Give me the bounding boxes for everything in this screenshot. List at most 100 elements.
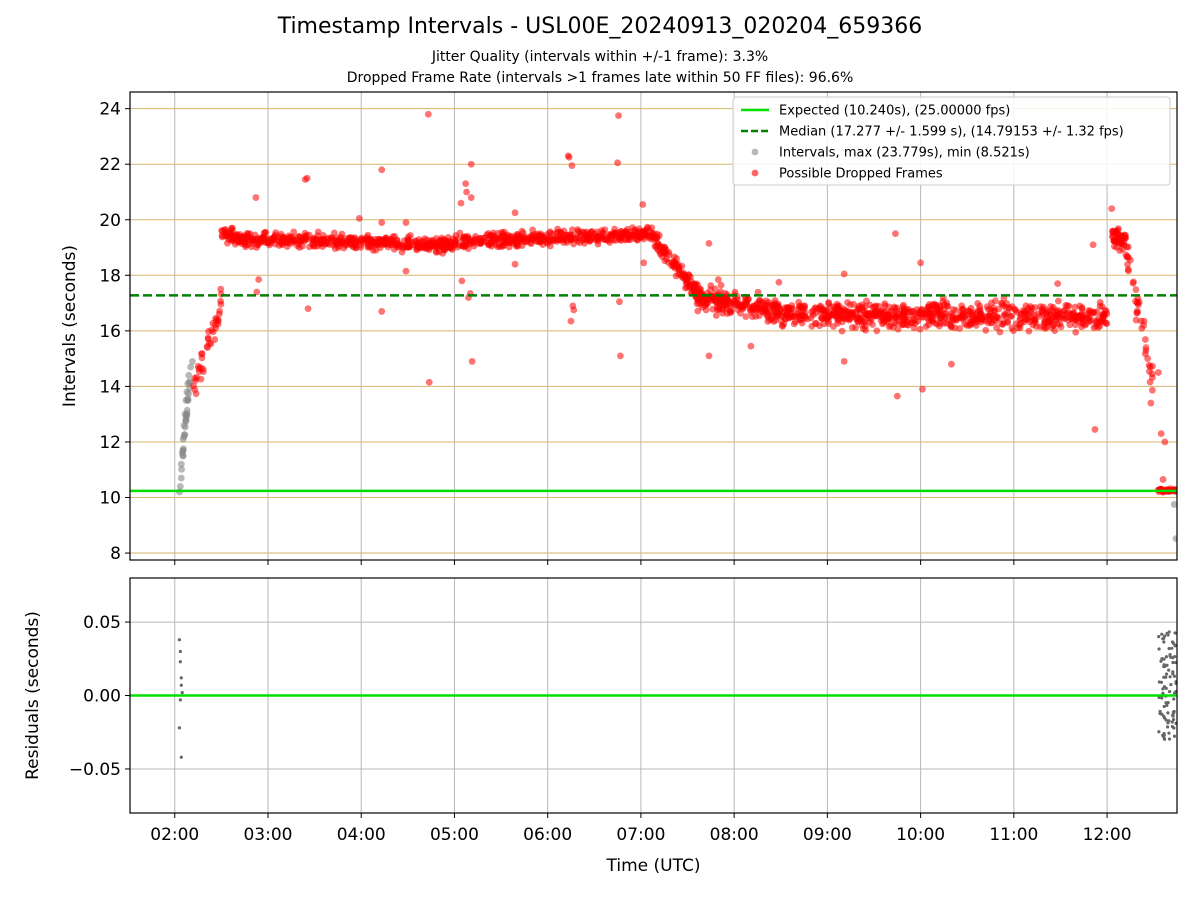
dropped-frame-point <box>782 315 790 323</box>
dropped-frame-point <box>862 322 869 330</box>
dropped-frame-point <box>840 305 847 313</box>
interval-point <box>177 474 185 482</box>
residual-point <box>1167 731 1171 735</box>
dropped-frame-point <box>310 234 318 242</box>
dropped-frame-point <box>1147 399 1155 407</box>
dropped-frame-point <box>640 259 648 267</box>
dropped-frame-point <box>583 228 590 236</box>
x-tick-label: 03:00 <box>243 825 292 845</box>
dropped-frame-point <box>795 316 803 324</box>
dropped-frame-point <box>712 312 720 319</box>
dropped-frame-point <box>1052 313 1060 320</box>
interval-point <box>1170 501 1177 508</box>
dropped-frame-point <box>873 327 881 335</box>
interval-point <box>185 390 193 398</box>
dropped-frame-point <box>218 227 226 234</box>
dropped-frame-point <box>1124 261 1131 268</box>
x-tick-label: 11:00 <box>989 825 1038 845</box>
residual-point <box>177 638 182 642</box>
dropped-frame-point <box>424 110 432 118</box>
dropped-frame-point <box>262 229 270 236</box>
dropped-frame-point <box>460 235 468 243</box>
dropped-frame-point <box>717 281 725 289</box>
dropped-frame-point <box>486 232 494 239</box>
dropped-frame-point <box>892 230 899 238</box>
y-tick-label: 20 <box>99 211 121 231</box>
dropped-frame-point <box>732 301 739 309</box>
dropped-frame-point <box>1132 316 1140 324</box>
dropped-frame-point <box>593 228 601 236</box>
dropped-frame-point <box>848 310 856 318</box>
dropped-frame-point <box>1000 318 1008 326</box>
y-tick-label: 24 <box>99 100 121 120</box>
dropped-frame-point <box>1113 237 1121 245</box>
x-tick-label: 08:00 <box>710 825 759 845</box>
dropped-frame-point <box>624 230 631 238</box>
dropped-frame-point <box>1054 307 1062 314</box>
interval-point <box>181 423 189 431</box>
dropped-frame-point <box>840 270 848 278</box>
dropped-frame-subtitle: Dropped Frame Rate (intervals >1 frames … <box>346 70 854 86</box>
dropped-frame-point <box>574 229 582 237</box>
dropped-frame-point <box>771 297 779 304</box>
x-tick-label: 04:00 <box>337 825 386 845</box>
dropped-frame-point <box>1025 327 1033 335</box>
dropped-frame-point <box>269 235 276 243</box>
residual-point <box>1172 734 1177 738</box>
jitter-quality-subtitle: Jitter Quality (intervals within +/-1 fr… <box>431 49 769 65</box>
dropped-frame-point <box>997 299 1005 307</box>
dropped-frame-point <box>825 312 833 320</box>
chart-title: Timestamp Intervals - USL00E_20240913_02… <box>277 14 923 39</box>
residual-point <box>1164 701 1168 705</box>
y-tick-label: 16 <box>99 322 121 342</box>
legend-entry-label: Intervals, max (23.779s), min (8.521s) <box>779 146 1030 161</box>
dropped-frame-point <box>525 234 533 242</box>
legend: Expected (10.240s), (25.00000 fps) Median… <box>732 96 1171 186</box>
dropped-frame-point <box>1145 368 1153 375</box>
residual-point <box>1159 659 1163 663</box>
dropped-frame-point <box>861 303 869 310</box>
dropped-frame-point <box>923 306 931 314</box>
dropped-frame-point <box>1049 306 1057 313</box>
dropped-frame-point <box>973 314 981 322</box>
dropped-frame-point <box>865 312 873 320</box>
residual-point <box>1162 704 1166 709</box>
dropped-frame-point <box>686 273 694 281</box>
dropped-frame-point <box>615 112 622 120</box>
dropped-frame-point <box>378 166 386 174</box>
dropped-frame-point <box>1124 253 1131 260</box>
dropped-frame-point <box>458 277 466 285</box>
dropped-frame-point <box>881 308 888 316</box>
dropped-frame-point <box>280 234 288 242</box>
dropped-frame-point <box>407 231 414 239</box>
residual-point <box>1157 647 1161 651</box>
dropped-frame-point <box>768 315 775 323</box>
dropped-frame-point <box>253 288 261 296</box>
dropped-frame-point <box>811 320 819 328</box>
residual-point <box>178 698 182 702</box>
residual-point <box>1173 631 1177 635</box>
dropped-frame-point <box>947 360 955 368</box>
dropped-frame-point <box>779 322 787 330</box>
dropped-frame-point <box>990 312 998 320</box>
dropped-frame-point <box>425 378 433 386</box>
dropped-frame-point <box>565 153 573 161</box>
interval-point <box>185 371 193 379</box>
interval-point <box>1172 535 1177 543</box>
dropped-frame-point <box>774 302 782 310</box>
dropped-frame-point <box>714 276 722 283</box>
dropped-frame-point <box>1054 297 1062 305</box>
dropped-frame-point <box>1023 310 1031 318</box>
dropped-frame-point <box>705 352 713 360</box>
dropped-frame-point <box>204 334 212 342</box>
dropped-frame-point <box>775 278 783 286</box>
dropped-frame-point <box>378 219 386 226</box>
dropped-frame-point <box>817 308 824 316</box>
dropped-frame-point <box>694 307 702 315</box>
intervals-points <box>176 110 1177 543</box>
dropped-frame-point <box>1154 369 1162 376</box>
residual-point <box>1170 640 1175 644</box>
dropped-frame-point <box>840 358 848 365</box>
residual-point <box>1162 640 1166 644</box>
dropped-frame-point <box>1109 227 1117 235</box>
